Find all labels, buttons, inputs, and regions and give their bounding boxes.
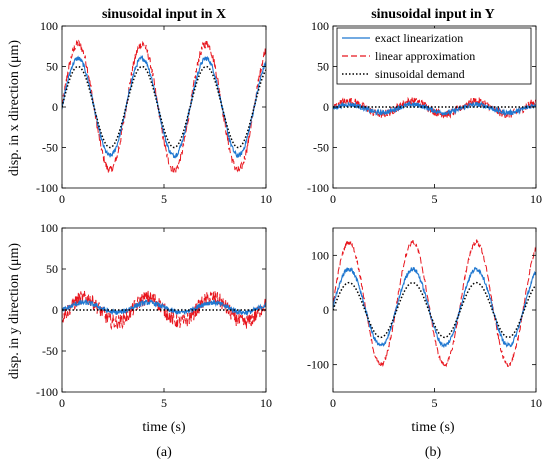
- ylabel-top: disp. in x direction (μm): [7, 40, 22, 177]
- series-sinusoidal-demand: [62, 65, 266, 149]
- legend: exact linearization linear approximation…: [336, 27, 532, 85]
- x-tick-label: 0: [59, 396, 65, 410]
- panel-tag-b: (b): [425, 445, 442, 460]
- y-tick-label: 0: [323, 303, 329, 317]
- legend-label-exact: exact linearization: [375, 31, 463, 45]
- x-tick-label: 10: [530, 396, 542, 410]
- y-tick-label: 50: [46, 60, 58, 74]
- x-tick-label: 5: [161, 192, 167, 206]
- y-tick-label: 100: [311, 19, 329, 33]
- series-exact-linearization: [333, 100, 536, 117]
- legend-label-approx: linear approximation: [375, 49, 475, 63]
- axes-frame: [332, 227, 537, 393]
- y-tick-label: 50: [317, 60, 329, 74]
- y-tick-label: 50: [46, 262, 58, 276]
- y-tick-label: -50: [313, 141, 329, 155]
- y-tick-label: -50: [42, 141, 58, 155]
- x-tick-label: 0: [330, 396, 336, 410]
- x-tick-label: 0: [59, 192, 65, 206]
- series-linear-approximation: [62, 39, 266, 176]
- panel-4: 0 5 10 -100 0 100: [307, 227, 542, 410]
- xlabel-left: time (s): [142, 420, 185, 435]
- y-tick-label: 100: [40, 19, 58, 33]
- x-tick-label: 0: [330, 192, 336, 206]
- x-tick-label: 10: [260, 192, 272, 206]
- y-tick-label: 0: [52, 100, 58, 114]
- series-exact-linearization: [333, 266, 536, 348]
- x-tick-label: 10: [260, 396, 272, 410]
- xlabel-right: time (s): [411, 420, 454, 435]
- y-tick-label: -100: [36, 385, 58, 399]
- panel-tag-a: (a): [156, 445, 172, 460]
- y-tick-label: 0: [323, 100, 329, 114]
- panel-2: 0 5 10 -100 -50 0 50 100: [307, 19, 542, 206]
- y-tick-label: -100: [307, 181, 329, 195]
- y-tick-label: 0: [52, 303, 58, 317]
- column-title-x: sinusoidal input in X: [102, 7, 226, 22]
- legend-label-demand: sinusoidal demand: [375, 67, 465, 81]
- series-exact-linearization: [62, 298, 266, 317]
- y-tick-label: -100: [36, 181, 58, 195]
- axes-frame: [61, 25, 267, 189]
- series-sinusoidal-demand: [333, 281, 536, 339]
- x-tick-label: 5: [432, 396, 438, 410]
- panel-3: 0 5 10 -100 -50 0 50 100: [36, 221, 272, 410]
- y-tick-label: -50: [42, 344, 58, 358]
- column-title-y: sinusoidal input in Y: [371, 7, 495, 22]
- panel-1: 0 5 10 -100 -50 0 50 100: [36, 19, 272, 206]
- x-tick-label: 5: [161, 396, 167, 410]
- y-tick-label: 100: [311, 248, 329, 262]
- x-tick-label: 5: [432, 192, 438, 206]
- x-tick-label: 10: [530, 192, 542, 206]
- ylabel-bottom: disp. in y direction (μm): [7, 243, 22, 380]
- y-tick-label: 100: [40, 221, 58, 235]
- y-tick-label: -100: [307, 358, 329, 372]
